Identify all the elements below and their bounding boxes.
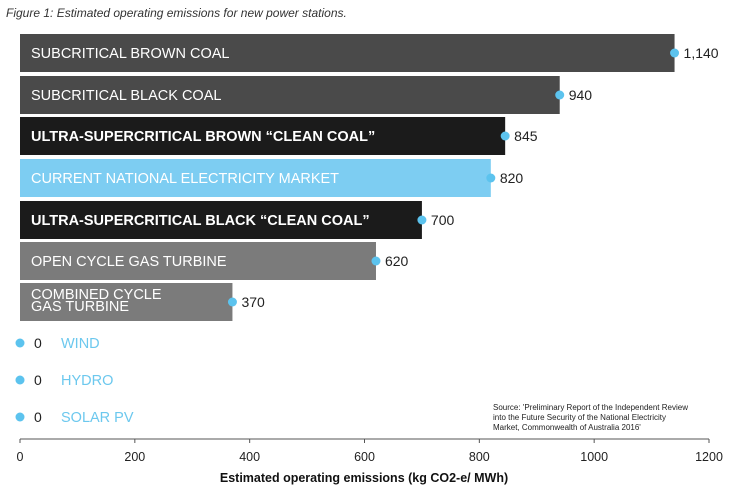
- value-dot-wind: [15, 338, 25, 348]
- bar-label-current-national-electricity-market: CURRENT NATIONAL ELECTRICITY MARKET: [31, 171, 339, 187]
- value-dot-subcritical-brown-coal: [670, 48, 680, 58]
- bar-label-subcritical-brown-coal: SUBCRITICAL BROWN COAL: [31, 46, 229, 62]
- value-dot-combined-cycle-gas-turbine: [227, 297, 237, 307]
- x-tick-label-1000: 1000: [580, 450, 608, 464]
- bar-label-wind: WIND: [61, 336, 100, 352]
- value-label-subcritical-black-coal: 940: [569, 87, 593, 103]
- bar-ultra-supercritical-brown-clean-coal: [20, 117, 506, 155]
- bar-subcritical-black-coal: [20, 76, 560, 114]
- source-note: Source: 'Preliminary Report of the Indep…: [493, 403, 703, 433]
- bar-label-subcritical-black-coal: SUBCRITICAL BLACK COAL: [31, 88, 221, 104]
- value-dot-ultra-supercritical-brown-clean-coal: [500, 131, 510, 141]
- value-dot-solar-pv: [15, 412, 25, 422]
- value-label-subcritical-brown-coal: 1,140: [684, 45, 719, 61]
- source-line-2: into the Future Security of the National…: [493, 413, 666, 422]
- value-label-ultra-supercritical-brown-clean-coal: 845: [514, 128, 538, 144]
- value-label-hydro: 0: [34, 372, 42, 388]
- value-label-combined-cycle-gas-turbine: 370: [241, 294, 265, 310]
- x-tick-label-200: 200: [124, 450, 145, 464]
- x-tick-label-400: 400: [239, 450, 260, 464]
- bar-label-open-cycle-gas-turbine: OPEN CYCLE GAS TURBINE: [31, 254, 227, 270]
- figure-caption: Figure 1: Estimated operating emissions …: [6, 6, 347, 20]
- bar-ultra-supercritical-black-clean-coal: [20, 201, 422, 239]
- bars-layer: SUBCRITICAL BROWN COAL 1,140 SUBCRITICAL B…: [15, 34, 719, 426]
- value-label-ultra-supercritical-black-clean-coal: 700: [431, 212, 455, 228]
- value-dot-hydro: [15, 375, 25, 385]
- bar-subcritical-brown-coal: [20, 34, 675, 72]
- value-dot-ultra-supercritical-black-clean-coal: [417, 215, 427, 225]
- bar-label-ultra-supercritical-black-clean-coal: ULTRA-SUPERCRITICAL BLACK “CLEAN COAL”: [31, 213, 370, 229]
- value-dot-open-cycle-gas-turbine: [371, 256, 381, 266]
- bar-current-national-electricity-market: [20, 159, 491, 197]
- source-line-1: Source: 'Preliminary Report of the Indep…: [493, 403, 688, 412]
- value-label-wind: 0: [34, 335, 42, 351]
- value-label-current-national-electricity-market: 820: [500, 170, 524, 186]
- value-dot-subcritical-black-coal: [555, 90, 565, 100]
- source-line-3: Market, Commonwealth of Australia 2016': [493, 423, 641, 432]
- bar-combined-cycle-gas-turbine: [20, 283, 233, 321]
- value-label-open-cycle-gas-turbine: 620: [385, 253, 409, 269]
- x-axis-title: Estimated operating emissions (kg CO2-e/…: [220, 471, 508, 485]
- bar-label-ultra-supercritical-brown-clean-coal: ULTRA-SUPERCRITICAL BROWN “CLEAN COAL”: [31, 129, 375, 145]
- value-label-solar-pv: 0: [34, 409, 42, 425]
- bar-label-combined-cycle-gas-turbine: COMBINED CYCLE GAS TURBINE: [31, 287, 162, 315]
- x-tick-label-800: 800: [469, 450, 490, 464]
- x-axis: 0 200 400 600 800 1000 1200 Estimated operating…: [17, 438, 723, 485]
- x-tick-label-600: 600: [354, 450, 375, 464]
- value-dot-current-national-electricity-market: [486, 173, 496, 183]
- x-tick-label-0: 0: [17, 450, 24, 464]
- bar-open-cycle-gas-turbine: [20, 242, 376, 280]
- bar-label-hydro: HYDRO: [61, 373, 113, 389]
- bar-label-solar-pv: SOLAR PV: [61, 410, 134, 426]
- x-tick-label-1200: 1200: [695, 450, 723, 464]
